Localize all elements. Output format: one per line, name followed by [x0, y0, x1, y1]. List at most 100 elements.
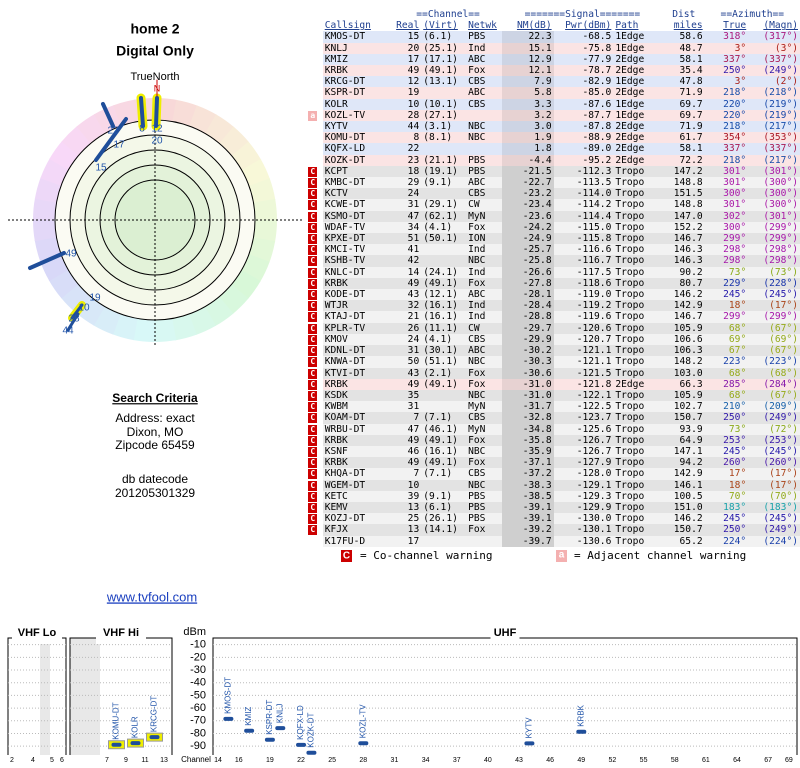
- nm-cell: -29.7: [501, 322, 554, 334]
- nm-cell: 1.8: [501, 143, 554, 155]
- bar-label: KQFX-LD: [296, 705, 305, 740]
- pwr-cell: -130.0: [576, 513, 612, 525]
- pwr-cell: -75.8: [582, 42, 612, 54]
- real-cell: 25: [407, 513, 420, 525]
- warning-cell: C: [303, 177, 323, 189]
- path-cell: Tropo: [615, 445, 645, 457]
- network-cell: ION: [468, 233, 486, 245]
- path-cell: 2Edge: [615, 154, 645, 166]
- x-tick-label: 5: [50, 757, 54, 764]
- column-header: Pwr(dBm): [565, 20, 612, 32]
- pwr-cell: -121.8: [576, 378, 612, 390]
- path-cell: Tropo: [615, 188, 645, 200]
- virt-cell: (26.1): [423, 513, 458, 525]
- warning-icon: C: [308, 469, 318, 480]
- path-cell: 2Edge: [615, 53, 645, 65]
- pwr-cell: -116.6: [576, 244, 612, 256]
- column-header: Real: [396, 20, 420, 32]
- virt-cell: (4.1): [423, 333, 453, 345]
- pwr-cell: -119.6: [576, 311, 612, 323]
- nm-cell: -37.1: [501, 457, 554, 469]
- nm-cell: -31.0: [501, 378, 554, 390]
- radar-label: 28: [68, 314, 80, 325]
- warning-icon: C: [308, 278, 318, 289]
- warning-cell: C: [303, 266, 323, 278]
- x-tick-label: 31: [391, 757, 399, 764]
- warning-cell: C: [303, 367, 323, 379]
- station-row: C KODE-DT 43 (12.1) ABC -28.1 -119.0 Tropo 146.2…: [303, 289, 800, 301]
- pwr-cell: -114.2: [576, 199, 612, 211]
- warning-cell: C: [303, 389, 323, 402]
- callsign-cell: KSNF: [324, 445, 348, 457]
- network-cell: Ind: [468, 300, 486, 312]
- mark: [94, 117, 128, 162]
- real-cell: 49: [407, 65, 420, 77]
- true-az-cell: 218°: [723, 121, 747, 133]
- warning-icon: C: [308, 458, 318, 469]
- network-cell: NBC: [468, 356, 486, 368]
- pwr-cell: -126.7: [576, 445, 612, 457]
- path-cell: Tropo: [615, 210, 645, 222]
- warning-cell: C: [303, 255, 323, 267]
- station-row: C KRBK 49 (49.1) Fox -27.8 -118.6 Tropo 80.7 229°…: [303, 277, 800, 290]
- callsign-cell: KOZJ-DT: [324, 513, 366, 525]
- callsign-cell: KNLJ: [324, 42, 348, 54]
- callsign-cell: WGEM-DT: [324, 479, 366, 491]
- warning-cell: [303, 53, 323, 66]
- real-cell: 43: [407, 289, 420, 301]
- true-az-cell: 229°: [723, 277, 747, 289]
- path-cell: 2Edge: [615, 132, 645, 144]
- virt-cell: (49.1): [423, 457, 458, 469]
- y-tick-label: -90: [190, 740, 206, 752]
- warning-cell: C: [303, 345, 323, 357]
- real-cell: 49: [407, 434, 420, 446]
- magn-az-cell: (245°): [763, 513, 798, 525]
- pwr-cell: -119.2: [576, 300, 612, 312]
- pwr-cell: -123.7: [576, 412, 612, 424]
- dist-cell: 61.7: [679, 132, 703, 144]
- nm-cell: -34.8: [501, 423, 554, 435]
- link[interactable]: www.tvfool.com: [106, 589, 197, 604]
- nm-cell: -25.7: [501, 244, 554, 256]
- station-row: C KOAM-DT 7 (7.1) CBS -32.8 -123.7 Tropo 150.7 25…: [303, 412, 800, 424]
- station-row: C KNWA-DT 50 (51.1) NBC -30.3 -121.1 Tropo 148.2…: [303, 356, 800, 368]
- real-cell: 28: [407, 109, 420, 121]
- network-cell: Fox: [468, 457, 486, 469]
- magn-az-cell: (301°): [763, 210, 798, 222]
- callsign-cell: K17FU-D: [324, 535, 366, 547]
- warning-cell: C: [303, 501, 323, 514]
- real-cell: 47: [407, 210, 420, 222]
- network-cell: PBS: [468, 490, 486, 502]
- dist-cell: 65.2: [679, 535, 703, 547]
- magn-az-cell: (301°): [763, 165, 798, 177]
- nm-cell: 12.9: [501, 53, 554, 66]
- true-az-cell: 318°: [723, 31, 747, 43]
- pwr-cell: -114.4: [576, 210, 612, 222]
- path-cell: Tropo: [615, 311, 645, 323]
- warning-cell: a: [303, 109, 323, 122]
- dist-cell: 71.9: [679, 121, 703, 133]
- network-cell: [466, 536, 502, 547]
- virt-cell: (25.1): [423, 42, 458, 54]
- callsign-cell: KOLR: [324, 98, 348, 110]
- virt-cell: (12.1): [423, 289, 458, 301]
- datecode-label: db datecode: [122, 472, 188, 486]
- magn-az-cell: (217°): [763, 154, 798, 166]
- real-cell: 15: [407, 31, 420, 43]
- real-cell: 42: [407, 255, 420, 267]
- path-cell: 1Edge: [615, 76, 645, 88]
- real-cell: 12: [407, 76, 420, 88]
- warning-cell: C: [303, 188, 323, 200]
- group-header: [303, 9, 394, 20]
- path-cell: Tropo: [615, 165, 645, 177]
- warning-icon: C: [308, 312, 318, 323]
- virt-cell: (2.1): [423, 367, 453, 379]
- x-tick-label: 22: [297, 757, 305, 764]
- warning-cell: C: [303, 434, 323, 446]
- radar-label: 10: [78, 303, 90, 314]
- virt-cell: (9.1): [423, 490, 453, 502]
- nm-cell: -35.9: [501, 445, 554, 458]
- path-cell: Tropo: [615, 300, 645, 312]
- x-tick-label: 6: [60, 757, 64, 764]
- callsign-cell: KMOS-DT: [324, 31, 366, 43]
